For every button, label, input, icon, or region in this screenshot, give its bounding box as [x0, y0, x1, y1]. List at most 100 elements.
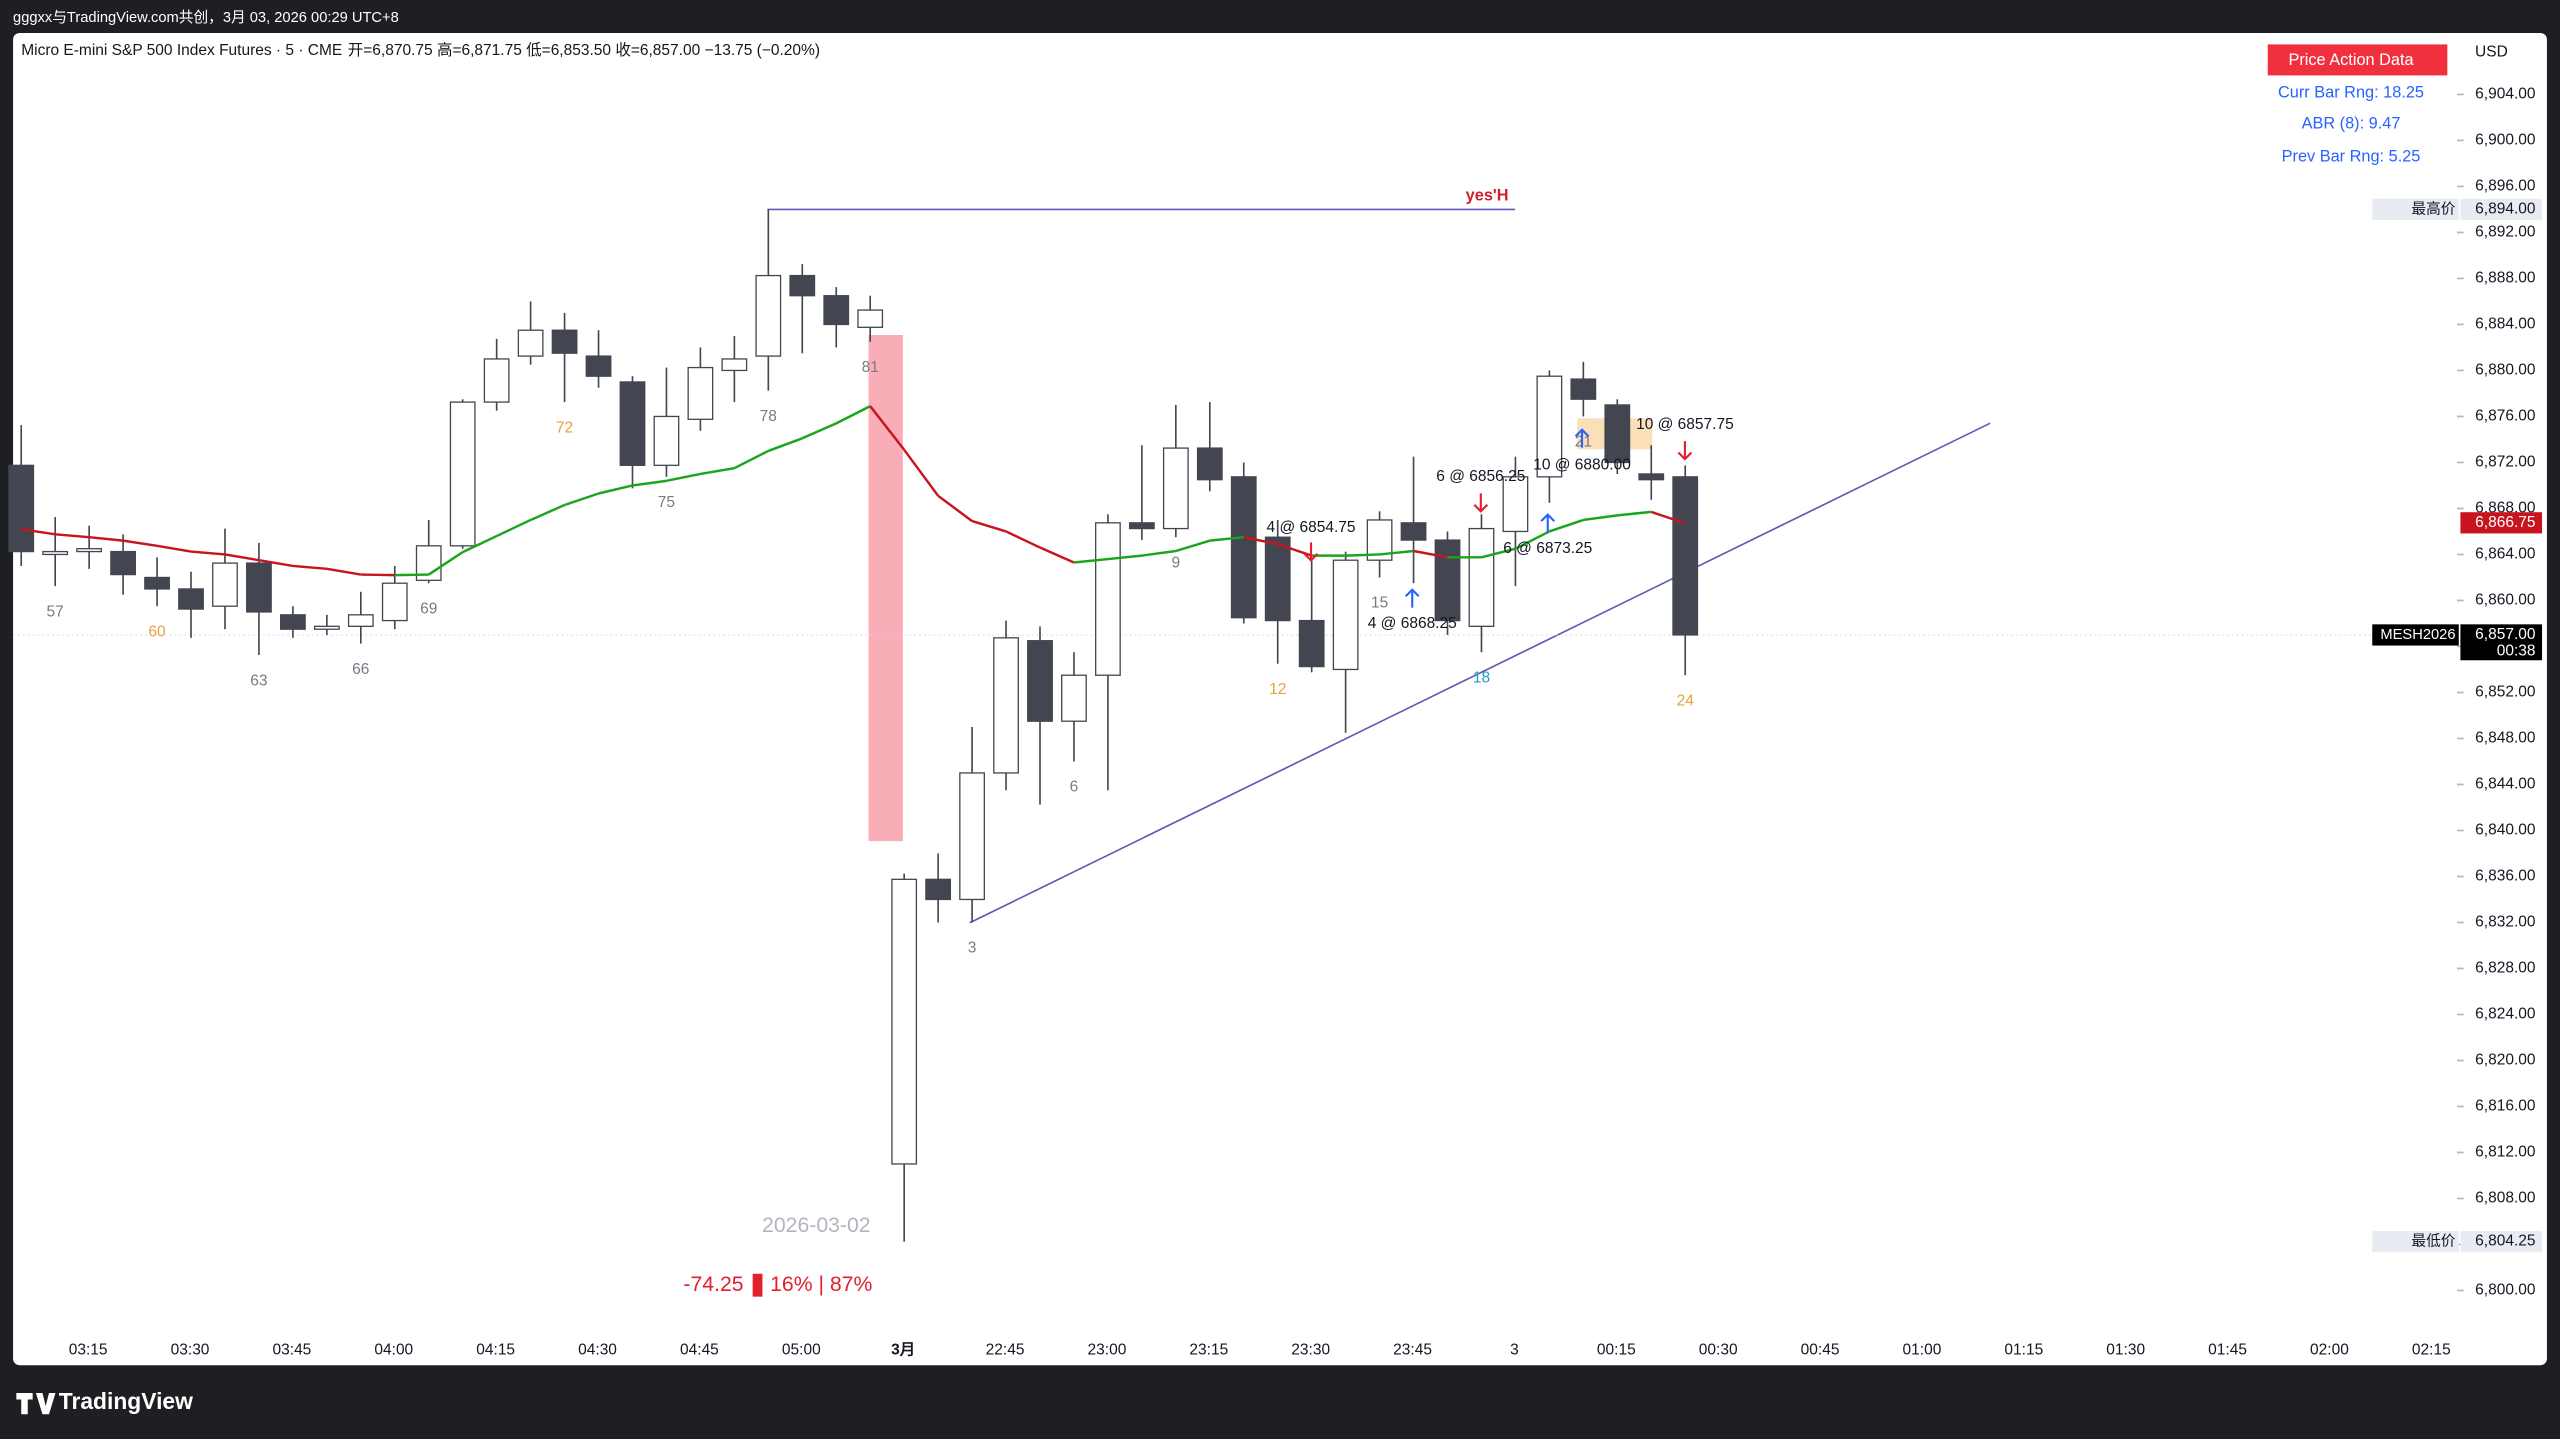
candle-body — [551, 329, 578, 354]
y-tick-label: 6,800.00 — [2475, 1282, 2536, 1299]
ema-segment — [801, 422, 837, 440]
date-label: 2026-03-02 — [762, 1214, 871, 1237]
ema-segment — [971, 519, 1007, 533]
candle-body — [687, 366, 714, 420]
ema-segment — [1379, 549, 1414, 556]
ema-segment — [1141, 549, 1177, 557]
y-tick-label: 6,812.00 — [2475, 1144, 2536, 1161]
ema-segment — [1243, 536, 1278, 546]
ema-segment — [190, 550, 226, 556]
panel-line: Curr Bar Rng: 18.25 — [2278, 84, 2424, 102]
badge-name-bg — [2372, 1230, 2459, 1253]
ema-segment — [937, 494, 973, 523]
ema-segment — [1107, 554, 1143, 561]
x-tick-label: 04:45 — [680, 1342, 719, 1359]
logo-icon — [16, 1392, 56, 1415]
trade-arrow — [1540, 513, 1556, 533]
candle-body — [144, 576, 170, 590]
ema-segment — [122, 539, 158, 548]
ema-segment — [1413, 549, 1448, 559]
ema-segment — [767, 437, 803, 453]
y-tick-label: 6,844.00 — [2475, 776, 2536, 793]
x-tick-label: 00:30 — [1699, 1342, 1738, 1359]
ema-segment — [733, 449, 769, 470]
candle-body — [585, 355, 612, 377]
bar-count-label: 75 — [658, 494, 675, 511]
bar-count-label: 60 — [148, 623, 166, 640]
trade-label: 4 @ 6868.25 — [1368, 615, 1457, 632]
move-pct: 16% | 87% — [770, 1273, 872, 1296]
badge-value: 6,857.00 — [2475, 626, 2536, 643]
y-tick-label: 6,876.00 — [2475, 408, 2536, 425]
x-tick-label: 01:45 — [2208, 1342, 2247, 1359]
candle-body — [1672, 476, 1699, 636]
badge-name: 最低价 — [2411, 1232, 2455, 1249]
bar-count-label: 24 — [1677, 692, 1695, 709]
bar-count-label: 57 — [47, 603, 64, 620]
candle-body — [449, 401, 476, 547]
ema-segment — [462, 534, 498, 554]
y-tick-label: 6,884.00 — [2475, 316, 2536, 333]
badge-name-bg — [2372, 624, 2459, 646]
candle-body — [1264, 536, 1291, 622]
candle-body — [1230, 476, 1257, 619]
y-tick-label: 6,848.00 — [2475, 730, 2536, 747]
ema-segment — [564, 492, 599, 507]
bar-count-label: 9 — [1172, 554, 1181, 571]
y-tick-label: 6,880.00 — [2475, 362, 2536, 379]
ema-segment — [1617, 510, 1652, 517]
yes-high-label: yes'H — [1466, 187, 1509, 205]
x-tick-label: 02:15 — [2412, 1342, 2451, 1359]
x-tick-label: 00:15 — [1597, 1342, 1636, 1359]
x-tick-label: 23:45 — [1393, 1342, 1432, 1359]
ema-segment — [1481, 547, 1516, 559]
candle-body — [1468, 527, 1495, 627]
candle-body — [1536, 375, 1563, 478]
candle-body — [1128, 522, 1155, 530]
y-tick-label: 6,896.00 — [2475, 178, 2536, 195]
candle-body — [993, 637, 1019, 774]
ema-segment — [1345, 553, 1380, 557]
y-tick-label: 6,864.00 — [2475, 546, 2536, 563]
ema-segment — [496, 518, 532, 538]
x-tick-label: 01:00 — [1903, 1342, 1942, 1359]
y-tick-label: 6,824.00 — [2475, 1006, 2536, 1023]
trade-label: 4 @ 6854.75 — [1267, 519, 1356, 536]
ema-segment — [1175, 539, 1211, 553]
ema-segment — [394, 573, 429, 577]
candle-body — [1400, 522, 1427, 541]
ema-segment — [1583, 514, 1618, 522]
ema-segment — [530, 503, 566, 522]
ema-segment — [21, 527, 56, 536]
x-tick-label: 05:00 — [782, 1342, 821, 1359]
badge-name-bg — [2372, 198, 2459, 221]
trend-line — [969, 422, 1991, 924]
badge-countdown: 00:38 — [2497, 642, 2536, 659]
candle-body — [891, 878, 918, 1165]
badge-name: MESH2026 — [2380, 627, 2455, 643]
ema-segment — [598, 484, 633, 495]
ema-segment — [869, 405, 906, 451]
candle-body — [1332, 559, 1359, 671]
symbol-title: Micro E-mini S&P 500 Index Futures · 5 ·… — [21, 42, 342, 59]
bar-count-label: 21 — [1575, 434, 1592, 451]
x-tick-label: 04:30 — [578, 1342, 617, 1359]
ema-segment — [224, 553, 260, 562]
ema-segment — [89, 535, 124, 542]
badge-name: 最高价 — [2411, 200, 2455, 217]
trade-label: 6 @ 6873.25 — [1503, 540, 1592, 557]
trade-label: 10 @ 6857.75 — [1636, 416, 1734, 433]
y-tick-label: 6,892.00 — [2475, 224, 2536, 241]
ema-segment — [292, 564, 327, 571]
candle-body — [246, 562, 272, 613]
candle-body — [1095, 522, 1121, 676]
bar-count-label: 12 — [1269, 681, 1286, 698]
candle-body — [1196, 447, 1223, 481]
x-tick-label: 01:30 — [2106, 1342, 2145, 1359]
ema-segment — [1548, 518, 1584, 533]
currency: USD — [2475, 44, 2508, 61]
candle-body — [789, 274, 816, 297]
x-tick-label: 23:30 — [1291, 1342, 1330, 1359]
ema-segment — [666, 472, 701, 483]
